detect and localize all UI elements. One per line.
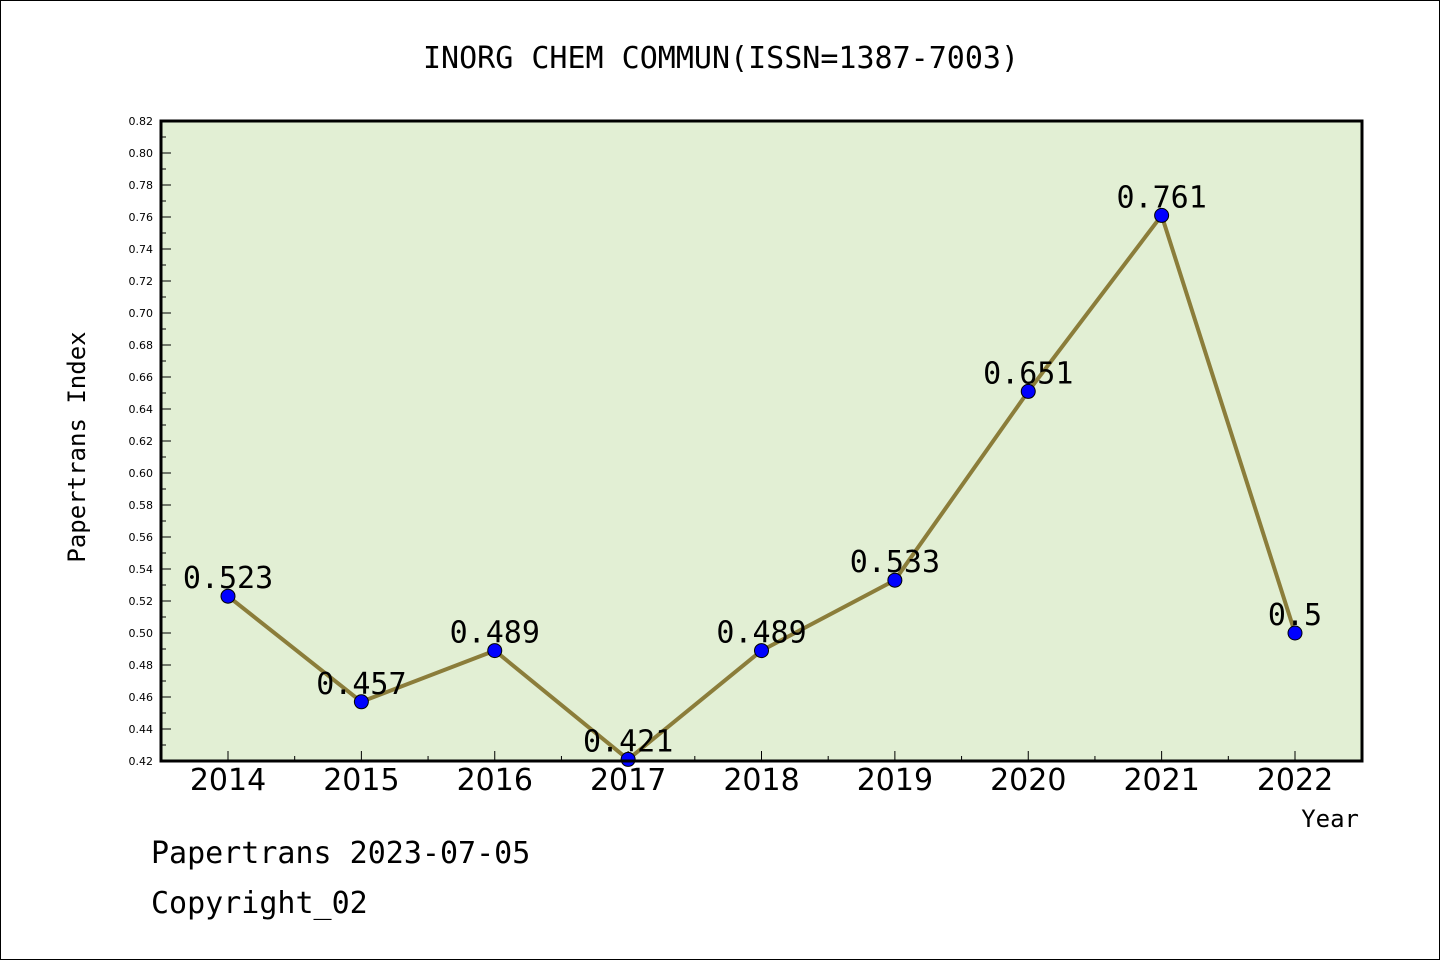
plot-border: [159, 119, 1364, 763]
y-tick-label: 0.70: [129, 307, 154, 320]
plot-area: [161, 121, 1362, 761]
y-tick-label: 0.44: [129, 723, 154, 736]
data-point: [1154, 207, 1170, 223]
data-label: 0.761: [1116, 180, 1206, 215]
data-point: [754, 643, 769, 659]
y-tick-label: 0.56: [129, 531, 154, 544]
y-tick-label: 0.54: [129, 563, 154, 576]
y-tick-label: 0.46: [129, 691, 154, 704]
y-tick-label: 0.64: [129, 403, 154, 416]
y-tick-label: 0.42: [129, 755, 154, 768]
y-tick-label: 0.50: [129, 627, 154, 640]
y-tick-label: 0.74: [129, 243, 154, 256]
x-tick-label: 2022: [1257, 763, 1333, 798]
data-label: 0.533: [850, 545, 940, 580]
x-tick-label: 2018: [723, 763, 799, 798]
y-tick-label: 0.80: [129, 147, 154, 160]
y-tick-label: 0.68: [129, 339, 154, 352]
data-label: 0.523: [183, 561, 273, 596]
y-tick-label: 0.48: [129, 659, 154, 672]
data-point: [1287, 625, 1303, 641]
x-tick-label: 2020: [990, 763, 1066, 798]
x-tick-label: 2016: [457, 763, 533, 798]
data-label: 0.651: [983, 356, 1073, 391]
data-label: 0.489: [450, 616, 540, 651]
data-point: [220, 588, 236, 604]
x-tick-label: 2019: [857, 763, 933, 798]
footer-date: Papertrans 2023-07-05: [151, 836, 531, 871]
data-label: 0.457: [316, 667, 406, 702]
y-axis-title: Papertrans Index: [63, 331, 91, 562]
x-axis: 2014 2015 2016 2017 2018 2019 2020 2021 2022: [190, 751, 1333, 798]
y-tick-label: 0.76: [129, 211, 154, 224]
series-layer: 0.523 0.457 0.489 0.421 0.489 0.533 0.651 0.761…: [183, 180, 1322, 767]
x-tick-label: 2015: [323, 763, 399, 798]
data-point: [620, 751, 636, 767]
y-tick-label: 0.58: [129, 499, 154, 512]
x-tick-label: 2014: [190, 763, 266, 798]
y-tick-label: 0.82: [129, 115, 154, 128]
y-tick-label: 0.60: [129, 467, 154, 480]
data-point: [353, 694, 369, 710]
y-axis: 0.42 0.44 0.46 0.48 0.50 0.52 0.54 0.56 0.58 0.60…: [129, 115, 171, 768]
data-label: 0.421: [583, 724, 673, 759]
y-tick-label: 0.66: [129, 371, 154, 384]
data-label: 0.5: [1268, 598, 1322, 633]
y-tick-label: 0.62: [129, 435, 154, 448]
y-tick-label: 0.52: [129, 595, 154, 608]
chart-title: INORG CHEM COMMUN(ISSN=1387-7003): [423, 41, 1019, 76]
y-tick-label: 0.72: [129, 275, 154, 288]
data-point: [887, 572, 903, 588]
data-point: [1020, 383, 1036, 399]
x-tick-label: 2017: [590, 763, 666, 798]
data-label: 0.489: [716, 616, 806, 651]
x-tick-label: 2021: [1123, 763, 1199, 798]
footer-copyright: Copyright_02: [151, 886, 368, 921]
y-tick-label: 0.78: [129, 179, 154, 192]
x-axis-title: Year: [1301, 805, 1359, 833]
data-point: [487, 643, 503, 659]
